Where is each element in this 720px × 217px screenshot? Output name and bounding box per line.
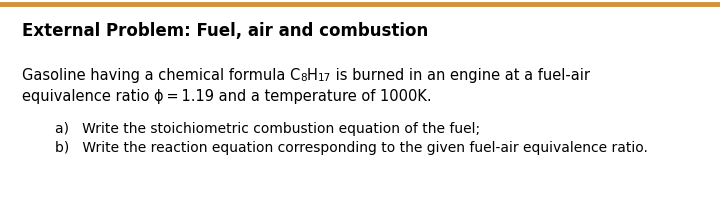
- Text: Gasoline having a chemical formula C: Gasoline having a chemical formula C: [22, 68, 300, 83]
- Text: is burned in an engine at a fuel-air: is burned in an engine at a fuel-air: [331, 68, 590, 83]
- Text: 8: 8: [300, 73, 307, 83]
- Text: External Problem: Fuel, air and combustion: External Problem: Fuel, air and combusti…: [22, 22, 428, 40]
- Text: H: H: [307, 68, 318, 83]
- Text: equivalence ratio ϕ = 1.19 and a temperature of 1000K.: equivalence ratio ϕ = 1.19 and a tempera…: [22, 89, 431, 104]
- Text: b)   Write the reaction equation corresponding to the given fuel-air equivalence: b) Write the reaction equation correspon…: [55, 141, 648, 155]
- Text: a)   Write the stoichiometric combustion equation of the fuel;: a) Write the stoichiometric combustion e…: [55, 122, 480, 136]
- Text: 17: 17: [318, 73, 331, 83]
